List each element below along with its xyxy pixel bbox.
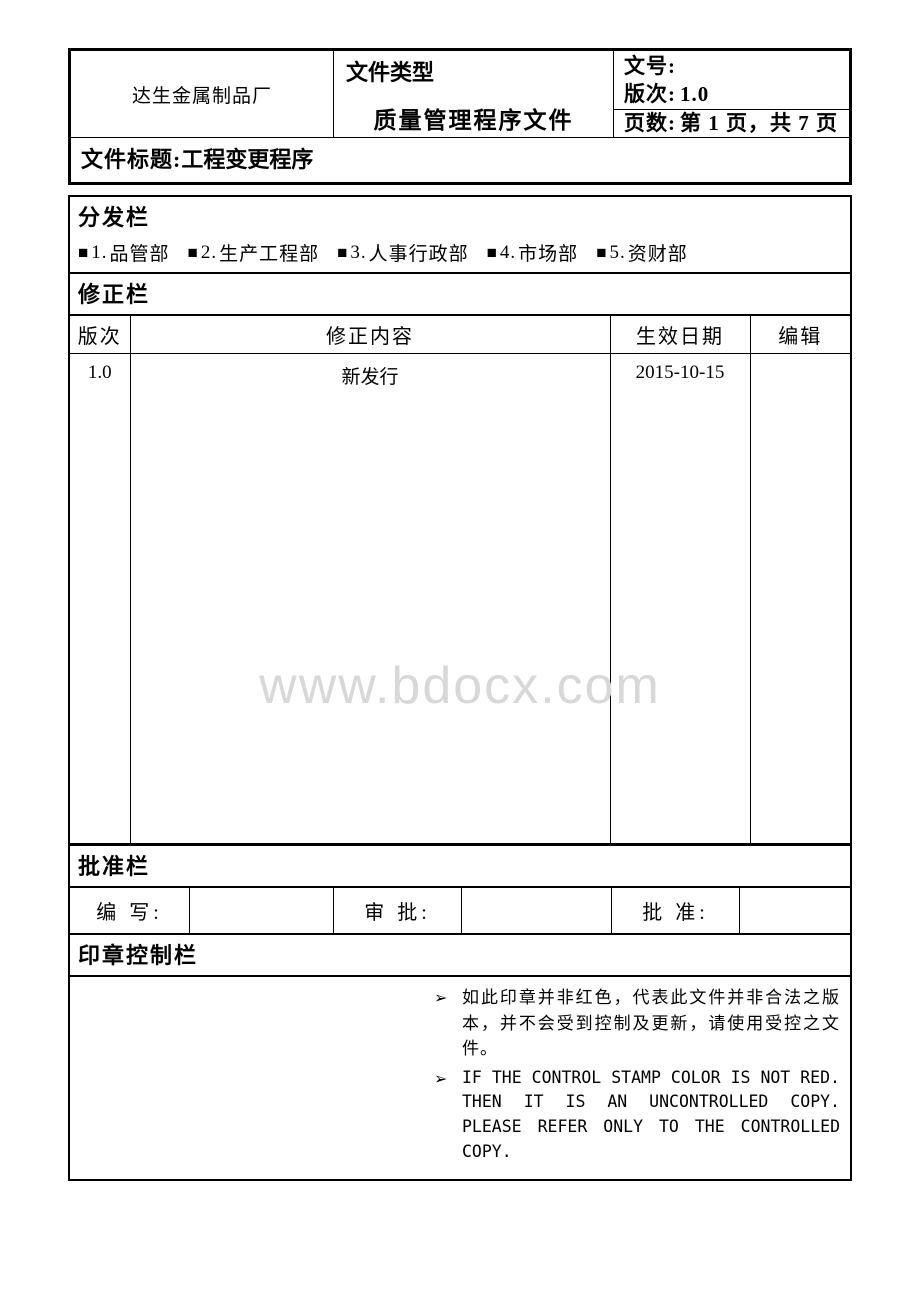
rev-date: 2015-10-15 [610, 354, 750, 844]
reviewer-label: 审 批: [334, 888, 462, 933]
document-page: 达生金属制品厂 文件类型 质量管理程序文件 文号: 版次: 1.0 页数: 第 … [68, 48, 852, 1181]
rev-content: 新发行 [130, 354, 610, 844]
checkbox-mark-icon: ■ [337, 244, 348, 261]
dist-item-2: ■2. 生产工程部 [188, 239, 320, 266]
col-content: 修正内容 [130, 316, 610, 354]
dist-num: 2. [201, 242, 217, 264]
approval-heading: 批准栏 [70, 844, 850, 888]
dist-item-3: ■3. 人事行政部 [337, 239, 469, 266]
header-block: 达生金属制品厂 文件类型 质量管理程序文件 文号: 版次: 1.0 页数: 第 … [68, 48, 852, 185]
dist-num: 1. [91, 242, 107, 264]
stamp-text-en: IF THE CONTROL STAMP COLOR IS NOT RED. T… [462, 1066, 840, 1165]
dist-num: 5. [609, 242, 625, 264]
distribution-heading: 分发栏 [70, 197, 850, 237]
col-version: 版次 [70, 316, 130, 354]
rev-version: 1.0 [70, 354, 130, 844]
dist-item-4: ■4. 市场部 [487, 239, 579, 266]
pages-label: 页数: [624, 110, 676, 137]
doctype-value: 质量管理程序文件 [334, 101, 613, 135]
distribution-row: ■ 1. 品管部 ■2. 生产工程部 ■3. 人事行政部 ■4. 市场部 ■ 5… [70, 237, 850, 274]
revision-heading: 修正栏 [70, 274, 850, 316]
stamp-bullet-cn: ➢ 如此印章并非红色，代表此文件并非合法之版本，并不会受到控制及更新，请使用受控… [434, 985, 840, 1062]
header-top-row: 达生金属制品厂 文件类型 质量管理程序文件 文号: 版次: 1.0 页数: 第 … [71, 51, 849, 137]
dist-item-5: ■ 5. 资财部 [596, 239, 688, 266]
approval-row: 编 写: 审 批: 批 准: [70, 888, 850, 935]
col-date: 生效日期 [610, 316, 750, 354]
body-block: 分发栏 ■ 1. 品管部 ■2. 生产工程部 ■3. 人事行政部 ■4. 市场部… [68, 195, 852, 1181]
approver-label: 批 准: [612, 888, 740, 933]
dist-label: 品管部 [110, 239, 170, 266]
rev-editor [750, 354, 850, 844]
header-meta: 文号: 版次: 1.0 页数: 第 1 页，共 7 页 [614, 51, 849, 137]
checkbox-mark-icon: ■ [487, 244, 498, 261]
writer-label: 编 写: [70, 888, 190, 933]
title-label: 文件标题: [81, 147, 181, 172]
approver-value [740, 888, 850, 933]
dist-label: 资财部 [628, 239, 688, 266]
revision-row: 版次: 1.0 [624, 81, 849, 108]
stamp-row: ➢ 如此印章并非红色，代表此文件并非合法之版本，并不会受到控制及更新，请使用受控… [70, 977, 850, 1179]
pages-value: 第 1 页，共 7 页 [680, 110, 838, 137]
bullet-icon: ➢ [434, 1066, 452, 1165]
stamp-notice: ➢ 如此印章并非红色，代表此文件并非合法之版本，并不会受到控制及更新，请使用受控… [434, 977, 850, 1179]
title-value: 工程变更程序 [181, 147, 313, 172]
docno-row: 文号: [624, 53, 849, 80]
revision-value: 1.0 [680, 81, 709, 108]
title-row: 文件标题:工程变更程序 [71, 137, 849, 182]
checkbox-mark-icon: ■ [188, 244, 199, 261]
stamp-text-cn: 如此印章并非红色，代表此文件并非合法之版本，并不会受到控制及更新，请使用受控之文… [462, 985, 840, 1062]
doctype-label: 文件类型 [334, 51, 613, 87]
revision-row-1: 1.0 新发行 2015-10-15 [70, 354, 850, 844]
dist-num: 3. [350, 242, 366, 264]
company-name: 达生金属制品厂 [71, 51, 334, 137]
dist-num: 4. [500, 242, 516, 264]
pages-row: 页数: 第 1 页，共 7 页 [614, 109, 849, 137]
doctype-cell: 文件类型 质量管理程序文件 [334, 51, 614, 137]
col-editor: 编辑 [750, 316, 850, 354]
checkbox-mark-icon: ■ [78, 244, 89, 261]
dist-label: 人事行政部 [369, 239, 469, 266]
stamp-area [70, 977, 434, 1179]
dist-label: 生产工程部 [219, 239, 319, 266]
stamp-heading: 印章控制栏 [70, 935, 850, 977]
checkbox-mark-icon: ■ [596, 244, 607, 261]
dist-item-1: ■ 1. 品管部 [78, 239, 170, 266]
stamp-bullet-en: ➢ IF THE CONTROL STAMP COLOR IS NOT RED.… [434, 1066, 840, 1165]
docno-label: 文号: [624, 53, 676, 80]
revision-header-row: 版次 修正内容 生效日期 编辑 [70, 316, 850, 354]
revision-table: 版次 修正内容 生效日期 编辑 1.0 新发行 2015-10-15 [70, 316, 850, 844]
writer-value [190, 888, 334, 933]
bullet-icon: ➢ [434, 985, 452, 1062]
dist-label: 市场部 [518, 239, 578, 266]
reviewer-value [462, 888, 612, 933]
revision-label: 版次: [624, 81, 676, 108]
